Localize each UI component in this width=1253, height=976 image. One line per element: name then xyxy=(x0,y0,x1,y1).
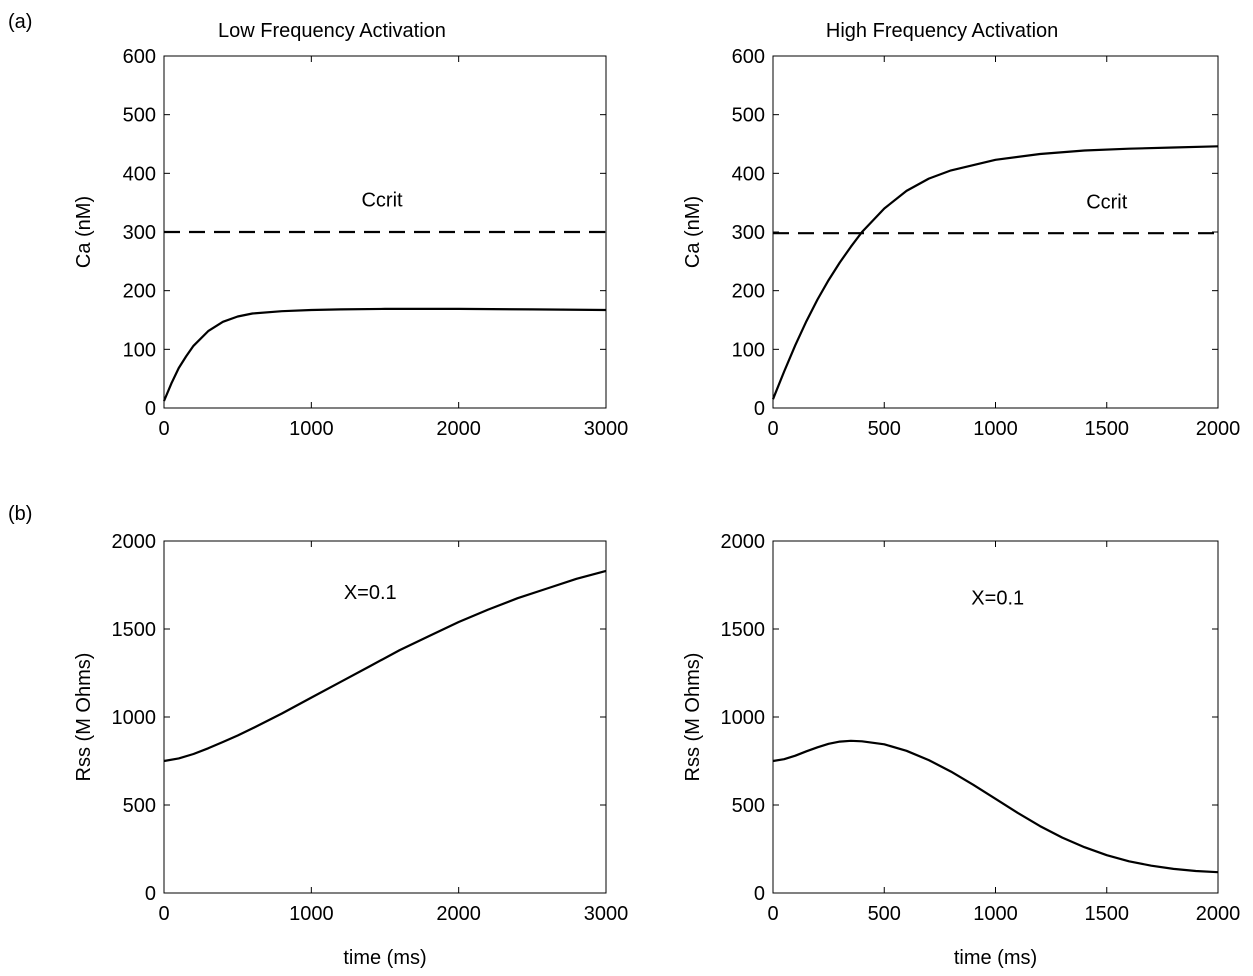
x-axis-label: time (ms) xyxy=(954,947,1037,969)
x-tick-label: 1500 xyxy=(1085,903,1130,925)
y-tick-label: 1000 xyxy=(721,707,766,729)
x-tick-label: 3000 xyxy=(584,903,629,925)
annotation-label: Ccrit xyxy=(361,190,403,212)
y-tick-label: 200 xyxy=(732,281,765,303)
y-tick-label: 0 xyxy=(754,398,765,420)
y-tick-label: 300 xyxy=(123,222,156,244)
y-tick-label: 400 xyxy=(732,163,765,185)
plot-frame xyxy=(772,55,1219,409)
y-tick-label: 1500 xyxy=(112,619,157,641)
x-tick-label: 1000 xyxy=(973,418,1018,440)
x-tick-label: 0 xyxy=(767,418,778,440)
y-tick-label: 100 xyxy=(123,339,156,361)
y-tick-label: 2000 xyxy=(721,531,766,553)
y-tick-label: 500 xyxy=(123,105,156,127)
y-tick-label: 600 xyxy=(732,46,765,68)
y-axis-label: Ca (nM) xyxy=(73,196,95,268)
chart-title: Low Frequency Activation xyxy=(218,20,446,42)
x-tick-label: 2000 xyxy=(1196,418,1241,440)
panel-label: (a) xyxy=(8,11,32,33)
y-tick-label: 0 xyxy=(145,883,156,905)
annotation-label: X=0.1 xyxy=(971,587,1024,609)
x-tick-label: 0 xyxy=(158,418,169,440)
series-line xyxy=(772,739,1219,874)
x-tick-label: 1000 xyxy=(289,418,334,440)
y-axis-label: Rss (M Ohms) xyxy=(73,653,95,782)
y-tick-label: 0 xyxy=(145,398,156,420)
x-tick-label: 500 xyxy=(868,903,901,925)
x-tick-label: 1500 xyxy=(1085,418,1130,440)
x-tick-label: 0 xyxy=(767,903,778,925)
y-tick-label: 1500 xyxy=(721,619,766,641)
panel-label: (b) xyxy=(8,503,32,525)
y-tick-label: 200 xyxy=(123,281,156,303)
y-tick-label: 500 xyxy=(123,795,156,817)
y-tick-label: 300 xyxy=(732,222,765,244)
y-axis-label: Rss (M Ohms) xyxy=(682,653,704,782)
series-line xyxy=(771,145,1219,400)
x-tick-label: 0 xyxy=(158,903,169,925)
x-tick-label: 3000 xyxy=(584,418,629,440)
chart-title: High Frequency Activation xyxy=(826,20,1058,42)
series-line xyxy=(162,307,607,402)
x-tick-label: 2000 xyxy=(436,418,481,440)
x-tick-label: 2000 xyxy=(436,903,481,925)
y-tick-label: 2000 xyxy=(112,531,157,553)
y-tick-label: 500 xyxy=(732,105,765,127)
series-line xyxy=(163,569,607,763)
x-tick-label: 2000 xyxy=(1196,903,1241,925)
y-tick-label: 400 xyxy=(123,163,156,185)
y-axis-label: Ca (nM) xyxy=(682,196,704,268)
y-tick-label: 600 xyxy=(123,46,156,68)
x-tick-label: 1000 xyxy=(973,903,1018,925)
x-axis-label: time (ms) xyxy=(343,947,426,969)
y-tick-label: 1000 xyxy=(112,707,157,729)
annotation-label: X=0.1 xyxy=(344,582,397,604)
annotation-label: Ccrit xyxy=(1086,191,1128,213)
x-tick-label: 1000 xyxy=(289,903,334,925)
x-tick-label: 500 xyxy=(868,418,901,440)
y-tick-label: 0 xyxy=(754,883,765,905)
y-tick-label: 100 xyxy=(732,339,765,361)
y-tick-label: 500 xyxy=(732,795,765,817)
